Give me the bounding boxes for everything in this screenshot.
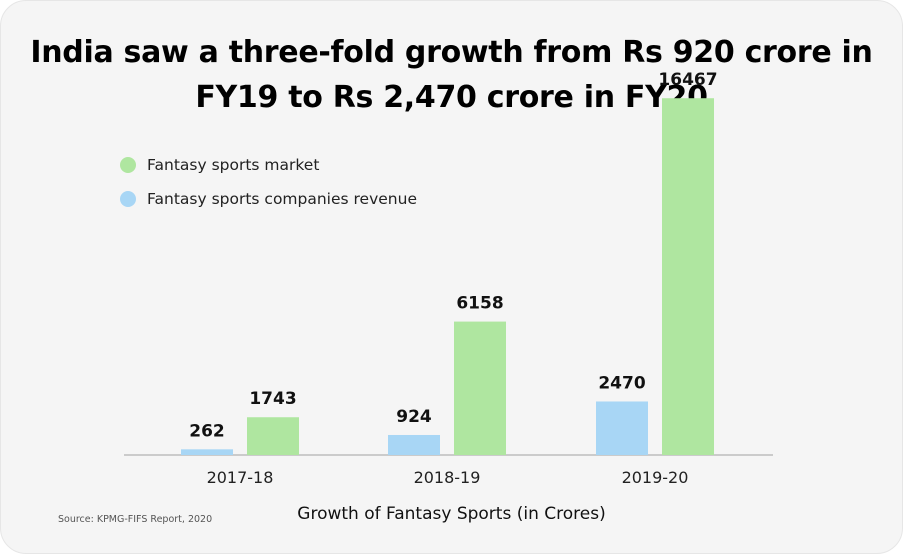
- x-tick-label-2019-20: 2019-20: [622, 468, 689, 487]
- legend-item-market: Fantasy sports market: [120, 148, 417, 182]
- data-label-revenue-2018-19: 924: [396, 407, 432, 427]
- legend-label-market: Fantasy sports market: [147, 156, 320, 174]
- source-note: Source: KPMG-FIFS Report, 2020: [58, 514, 213, 525]
- legend: Fantasy sports market Fantasy sports com…: [120, 148, 417, 216]
- data-label-market-2019-20: 16467: [658, 70, 717, 90]
- chart-title: India saw a three-fold growth from Rs 92…: [30, 35, 873, 115]
- legend-swatch-revenue: [120, 191, 136, 207]
- legend-swatch-market: [120, 157, 136, 173]
- x-tick-label-2018-19: 2018-19: [414, 468, 481, 487]
- x-tick-label-2017-18: 2017-18: [207, 468, 274, 487]
- legend-label-revenue: Fantasy sports companies revenue: [147, 190, 417, 208]
- data-label-revenue-2019-20: 2470: [598, 373, 645, 393]
- bar-market-2018-19: [454, 321, 506, 455]
- bar-revenue-2017-18: [181, 449, 233, 455]
- bar-market-2019-20: [662, 98, 714, 455]
- legend-item-revenue: Fantasy sports companies revenue: [120, 182, 417, 216]
- bar-market-2017-18: [247, 417, 299, 455]
- data-label-market-2017-18: 1743: [249, 389, 296, 409]
- bar-revenue-2018-19: [388, 434, 440, 455]
- data-label-revenue-2017-18: 262: [189, 421, 225, 441]
- x-axis-label: Growth of Fantasy Sports (in Crores): [297, 504, 606, 524]
- bar-revenue-2019-20: [596, 401, 648, 455]
- data-label-market-2018-19: 6158: [456, 294, 503, 314]
